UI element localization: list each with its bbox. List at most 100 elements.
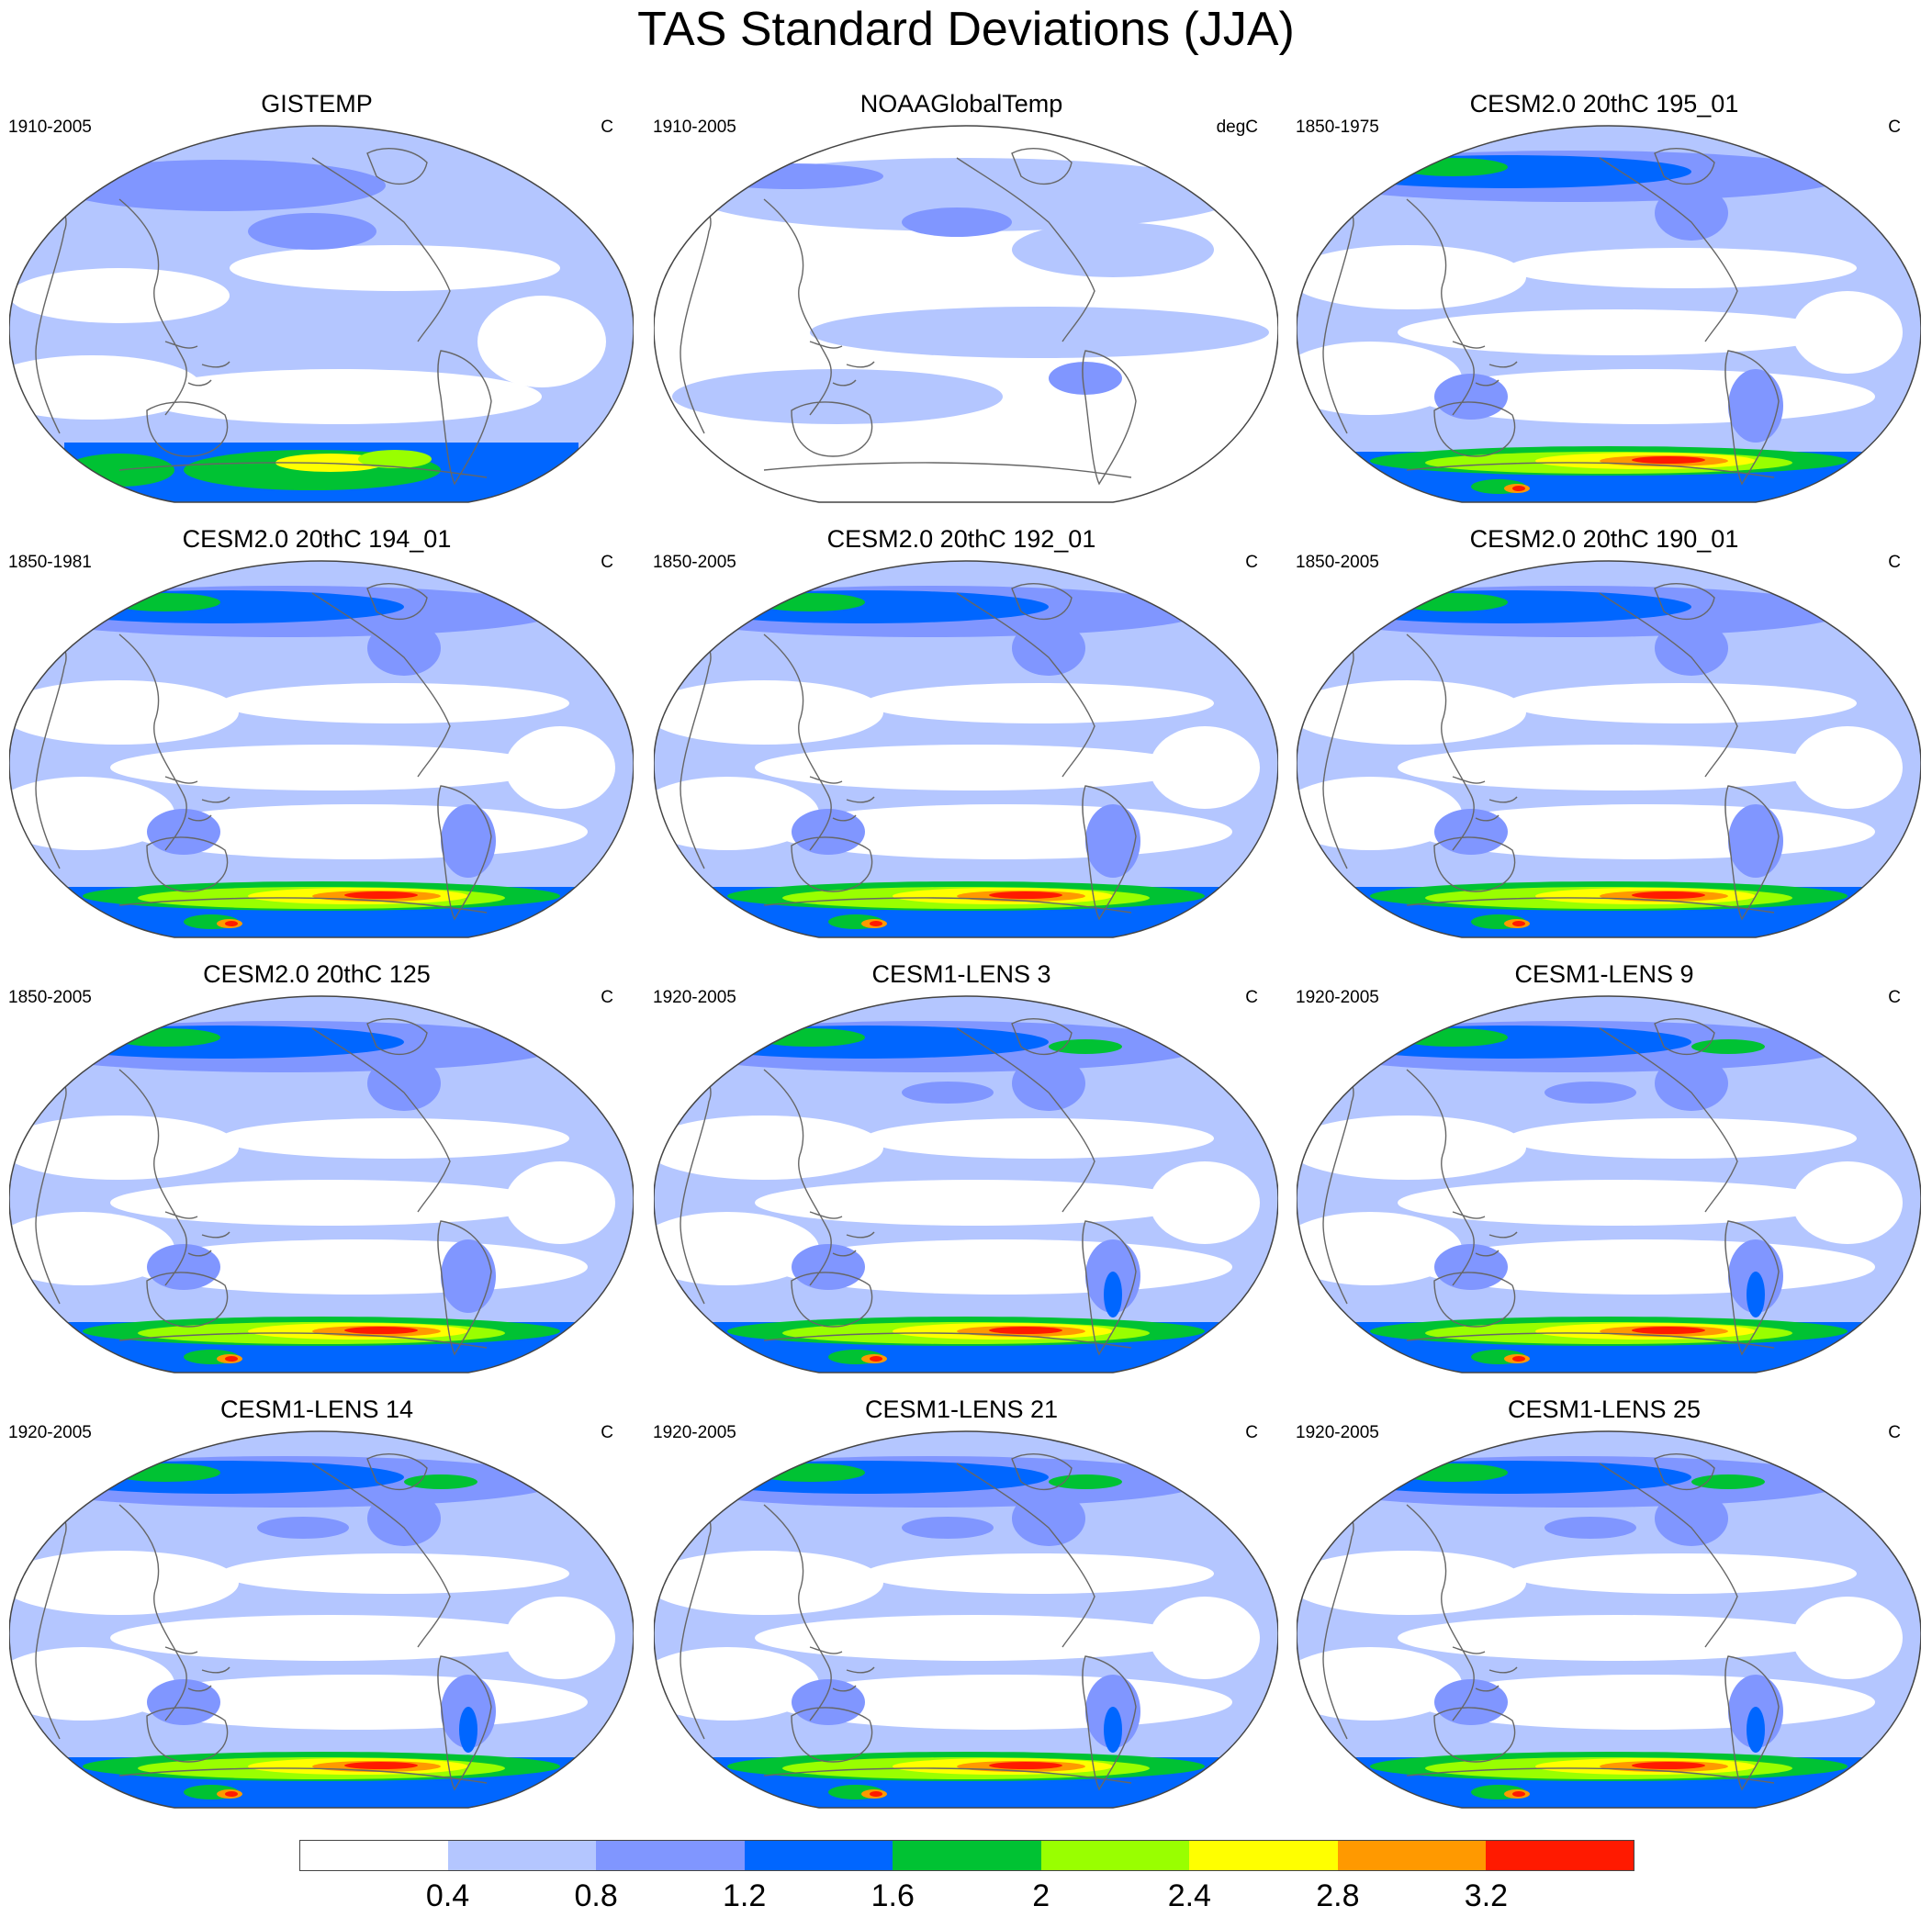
coastline [437, 785, 492, 921]
world-map-contour [654, 125, 1278, 503]
map-panel: CESM1-LENS 14 1920-2005 C [0, 1396, 634, 1827]
panel-units: C [1888, 553, 1901, 572]
colorbar-swatch [1040, 1840, 1190, 1871]
map-outline [1297, 1430, 1921, 1809]
coastline [164, 1646, 230, 1692]
colorbar-swatch [1189, 1840, 1338, 1871]
map-outline [9, 560, 634, 938]
panel-period: 1850-2005 [1296, 553, 1379, 572]
coastline [956, 1463, 1095, 1648]
coastline [1082, 785, 1137, 921]
coastline [1406, 897, 1775, 914]
panel-period: 1920-2005 [8, 1423, 92, 1442]
coastline [1082, 350, 1137, 486]
coastline [791, 836, 873, 892]
map-outline [9, 995, 634, 1373]
map-panel: CESM2.0 20thC 190_01 1850-2005 C [1287, 525, 1921, 957]
map-panel: CESM2.0 20thC 195_01 1850-1975 C [1287, 90, 1921, 521]
coastline [118, 897, 488, 914]
coastline [118, 633, 187, 851]
panel-period: 1920-2005 [653, 988, 736, 1007]
coastline [366, 1018, 428, 1056]
coastline [437, 1220, 492, 1356]
colorbar-tick-label: 2.8 [1316, 1878, 1360, 1913]
coastline [809, 776, 875, 822]
contour-fill [654, 126, 1278, 502]
panel-period: 1850-2005 [653, 553, 736, 572]
coastline [118, 1332, 488, 1349]
contour-fill [1297, 1431, 1921, 1808]
coastline [763, 1767, 1132, 1784]
coastline [763, 1504, 832, 1721]
coastline [437, 350, 492, 486]
coastline [118, 1069, 187, 1286]
world-map-contour [1297, 995, 1921, 1373]
map-outline [1297, 995, 1921, 1373]
map-panel: CESM1-LENS 21 1920-2005 C [645, 1396, 1278, 1827]
main-title: TAS Standard Deviations (JJA) [637, 3, 1295, 56]
panel-title: CESM1-LENS 21 [864, 1396, 1059, 1423]
coastline [164, 341, 230, 387]
coastline [1406, 1332, 1775, 1349]
coastline [1406, 633, 1475, 851]
world-map-contour [9, 1430, 634, 1809]
coastline [1599, 1027, 1738, 1213]
coastline [1433, 1707, 1516, 1763]
panel-title: CESM1-LENS 25 [1507, 1396, 1702, 1423]
coastline [1724, 350, 1780, 486]
panel-title: CESM2.0 20thC 190_01 [1469, 525, 1739, 553]
coastline [164, 776, 230, 822]
coastline [1654, 148, 1715, 185]
coastline [146, 1707, 229, 1763]
panel-units: degC [1216, 118, 1258, 137]
panel-period: 1920-2005 [1296, 988, 1379, 1007]
contour-fill [1297, 126, 1921, 502]
coastline [809, 341, 875, 387]
contour-fill [654, 996, 1278, 1373]
panel-title: CESM2.0 20thC 125 [203, 960, 431, 988]
map-outline [1297, 560, 1921, 938]
map-panel: CESM2.0 20thC 125 1850-2005 C [0, 960, 634, 1392]
panel-units: C [1245, 988, 1258, 1007]
coastline [1406, 1504, 1475, 1721]
panel-units: C [1888, 1423, 1901, 1442]
map-panel: CESM1-LENS 25 1920-2005 C [1287, 1396, 1921, 1827]
map-panel: CESM2.0 20thC 194_01 1850-1981 C [0, 525, 634, 957]
coastline [791, 1272, 873, 1328]
coastline [118, 198, 187, 416]
panel-units: C [601, 553, 613, 572]
colorbar-swatch [893, 1840, 1041, 1871]
coastline [311, 157, 451, 342]
coastline [1599, 157, 1738, 342]
coastline [1011, 1018, 1073, 1056]
map-panel: CESM1-LENS 3 1920-2005 C [645, 960, 1278, 1392]
coastline [1452, 1211, 1518, 1257]
colorbar-swatch [1337, 1840, 1487, 1871]
coastline [1654, 1018, 1715, 1056]
panel-title: CESM2.0 20thC 192_01 [826, 525, 1096, 553]
world-map-contour [1297, 560, 1921, 938]
coastline [366, 1453, 428, 1491]
contour-fill [1297, 561, 1921, 937]
coastline [763, 1069, 832, 1286]
panel-title: CESM1-LENS 14 [219, 1396, 414, 1423]
coastline [809, 1646, 875, 1692]
contour-fill [654, 1431, 1278, 1808]
coastline [956, 157, 1095, 342]
coastline [437, 1655, 492, 1791]
coastline [1452, 1646, 1518, 1692]
coastline [1654, 1453, 1715, 1491]
coastline [1406, 462, 1775, 478]
world-map-contour [1297, 1430, 1921, 1809]
panel-title: CESM1-LENS 3 [871, 960, 1051, 988]
coastline [1599, 592, 1738, 778]
coastline [118, 462, 488, 478]
colorbar-tick-label: 2.4 [1167, 1878, 1211, 1913]
colorbar-tick-label: 0.8 [574, 1878, 618, 1913]
panel-period: 1850-1981 [8, 553, 92, 572]
panel-units: C [1888, 988, 1901, 1007]
colorbar-tick-label: 2 [1032, 1878, 1050, 1913]
coastline [1406, 1767, 1775, 1784]
panel-period: 1850-2005 [8, 988, 92, 1007]
map-panel: GISTEMP 1910-2005 C [0, 90, 634, 521]
